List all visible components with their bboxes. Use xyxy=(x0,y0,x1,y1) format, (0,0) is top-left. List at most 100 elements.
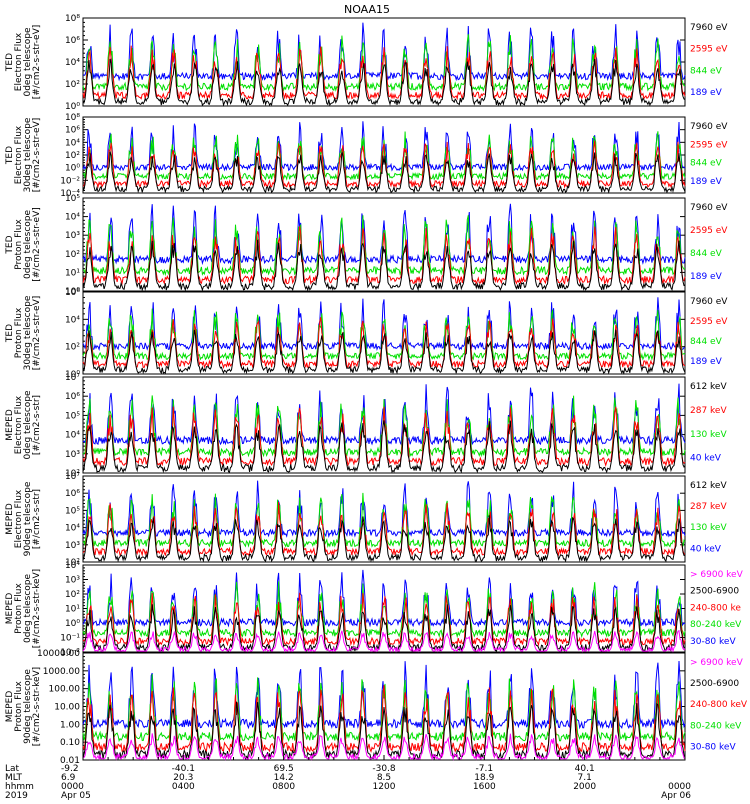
legend-entry: 189 eV xyxy=(690,177,723,187)
legend-entry: 80-240 keV xyxy=(690,721,742,731)
y-axis-label: Proton Flux xyxy=(14,583,24,634)
y-tick-label: 10¹ xyxy=(65,268,80,278)
y-tick-label: 10⁶ xyxy=(65,36,80,46)
series-black-trace xyxy=(82,239,686,292)
legend-entry: 7960 eV xyxy=(690,122,728,132)
x-tick-label: 14.2 xyxy=(274,773,294,783)
y-tick-label: 10⁸ xyxy=(65,113,80,123)
x-tick-label: 18.9 xyxy=(474,773,494,783)
y-tick-label: 10⁶ xyxy=(65,126,80,136)
y-tick-label: 10⁴ xyxy=(65,315,80,325)
y-axis-label: 30deg telescope xyxy=(23,295,33,370)
legend-entry: 7960 eV xyxy=(690,203,728,213)
y-tick-label: 10⁻² xyxy=(60,648,80,658)
legend-entry: 40 keV xyxy=(690,454,722,464)
legend-entry: 844 eV xyxy=(690,249,723,259)
y-tick-label: 10⁴ xyxy=(65,431,80,441)
y-tick-label: 10⁰ xyxy=(65,164,80,174)
series-green-trace xyxy=(82,34,686,92)
legend-entry: 130 keV xyxy=(690,430,727,440)
panel-frame xyxy=(82,475,686,563)
legend-entry: 844 eV xyxy=(690,337,723,347)
y-tick-label: 0.10 xyxy=(60,738,80,748)
panel-frame xyxy=(82,376,686,474)
x-tick-label: Apr 05 xyxy=(61,791,91,800)
chart-title: NOAA15 xyxy=(344,3,390,16)
legend-entry: 2500-6900 xyxy=(690,679,739,689)
legend-entry: 240-800 ke xyxy=(690,603,741,613)
y-tick-label: 10⁰ xyxy=(65,370,80,380)
legend-entry: 612 keV xyxy=(690,481,727,491)
series-green-trace xyxy=(82,131,686,181)
series-magenta-trace xyxy=(82,629,686,653)
y-tick-label: 10⁶ xyxy=(65,392,80,402)
series-black-trace xyxy=(82,329,686,375)
legend-entry: 612 keV xyxy=(690,382,727,392)
y-tick-label: 10.00 xyxy=(54,703,80,713)
x-tick-label: -40.1 xyxy=(172,764,195,774)
y-tick-label: 10³ xyxy=(65,541,80,551)
x-row-label: MLT xyxy=(5,773,23,783)
panel-7: 10⁻² 10⁻¹ 10⁰ 10¹ 10² 10³ 10⁴ MEPED Proton Flux 0… xyxy=(5,561,744,658)
y-axis-label: Proton Flux xyxy=(14,681,24,732)
legend-entry: 40 keV xyxy=(690,544,722,554)
y-axis-label: TED xyxy=(5,324,15,343)
series-blue-trace xyxy=(82,660,686,730)
y-axis-label: 0deg telescope xyxy=(23,27,33,97)
legend-entry: 30-80 keV xyxy=(690,742,736,752)
y-tick-label: 10⁶ xyxy=(65,489,80,499)
legend-entry: 7960 eV xyxy=(690,23,728,33)
panel-6: 10² 10³ 10⁴ 10⁵ 10⁶ 10⁷ MEPED Electron Flux 90de… xyxy=(5,472,727,568)
y-tick-label: 10² xyxy=(65,558,80,568)
x-tick-label: 2000 xyxy=(573,782,596,792)
y-axis-label: Electron Flux xyxy=(14,32,24,91)
y-axis-label: TED xyxy=(5,146,15,165)
legend-entry: 2500-6900 xyxy=(690,587,739,597)
panel-frame xyxy=(82,291,686,375)
y-axis-label: [#/cm2-s-str-eV] xyxy=(32,296,42,371)
y-axis-label: Proton Flux xyxy=(14,307,24,358)
y-axis-label: 0deg telescope xyxy=(23,390,33,460)
x-tick-label: 0000 xyxy=(668,782,691,792)
series-blue-trace xyxy=(82,297,685,352)
series-red-trace xyxy=(82,685,686,754)
series-green-trace xyxy=(82,215,686,277)
series-blue-trace xyxy=(82,22,686,82)
y-tick-label: 10⁴ xyxy=(65,58,80,68)
y-axis-label: MEPED xyxy=(5,409,15,441)
y-tick-label: 10⁰ xyxy=(65,287,80,297)
series-black-trace xyxy=(82,701,686,761)
y-tick-label: 10⁸ xyxy=(65,14,80,24)
y-tick-label: 10⁻¹ xyxy=(60,634,80,644)
panel-8: 0.01 0.10 1.00 10.00 100.00 1000.00 10000.00 ME… xyxy=(5,649,748,766)
y-tick-label: 10⁴ xyxy=(65,561,80,571)
series-blue-trace xyxy=(82,480,686,539)
y-axis-label: [#/cm2-s-str-eV] xyxy=(32,25,42,100)
y-axis-label: [#/cm2-s-str-keV] xyxy=(32,569,42,648)
y-tick-label: 10² xyxy=(65,250,80,260)
legend-entry: 2595 eV xyxy=(690,226,728,236)
y-axis-label: MEPED xyxy=(5,691,15,723)
x-tick-label: 0000 xyxy=(61,782,84,792)
legend-entry: 30-80 keV xyxy=(690,637,736,647)
legend-entry: 189 eV xyxy=(690,88,723,98)
legend-entry: > 6900 keV xyxy=(690,658,744,668)
series-green-trace xyxy=(82,581,686,639)
panel-1: 10⁰ 10² 10⁴ 10⁶ 10⁸ TED Electron Flux 0deg tele… xyxy=(5,14,728,112)
y-tick-label: 10⁷ xyxy=(65,472,80,482)
series-green-trace xyxy=(82,308,686,361)
y-tick-label: 10⁶ xyxy=(65,288,80,298)
y-axis-label: Electron Flux xyxy=(14,489,24,548)
y-tick-label: 10⁻⁴ xyxy=(60,189,80,199)
legend-entry: 7960 eV xyxy=(690,297,728,307)
y-tick-label: 10² xyxy=(65,469,80,479)
x-row-label: hhmm xyxy=(5,782,34,792)
x-tick-label: 0800 xyxy=(272,782,295,792)
y-axis-label: 0deg telescope xyxy=(23,210,33,280)
legend-entry: 130 keV xyxy=(690,523,727,533)
series-black-trace xyxy=(82,420,686,474)
legend-entry: > 6900 keV xyxy=(690,570,744,580)
y-tick-label: 10³ xyxy=(65,231,80,241)
